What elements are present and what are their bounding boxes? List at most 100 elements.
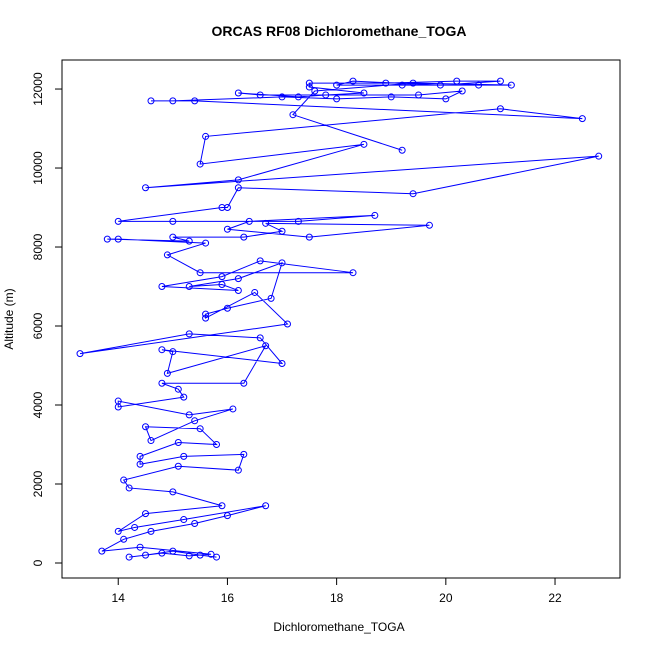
data-point xyxy=(595,152,603,160)
data-point xyxy=(496,105,504,113)
data-point xyxy=(496,77,504,85)
data-point xyxy=(98,547,106,555)
data-point xyxy=(256,257,264,265)
data-point xyxy=(234,466,242,474)
data-point xyxy=(234,184,242,192)
data-point xyxy=(245,217,253,225)
data-point xyxy=(333,95,341,103)
data-point xyxy=(169,488,177,496)
data-point xyxy=(131,523,139,531)
data-point xyxy=(267,294,275,302)
data-point xyxy=(185,552,193,560)
data-point xyxy=(442,95,450,103)
data-point xyxy=(76,350,84,358)
data-point xyxy=(333,81,341,89)
data-point xyxy=(169,217,177,225)
data-point xyxy=(382,79,390,87)
data-point xyxy=(114,527,122,535)
data-point xyxy=(147,97,155,105)
data-point xyxy=(213,553,221,561)
y-tick-label: 12000 xyxy=(31,72,45,106)
y-tick-label: 10000 xyxy=(31,151,45,185)
data-point xyxy=(185,330,193,338)
data-point xyxy=(578,115,586,123)
data-point xyxy=(305,83,313,91)
data-point xyxy=(191,417,199,425)
data-point xyxy=(191,97,199,105)
data-point xyxy=(142,423,150,431)
data-point xyxy=(289,111,297,119)
y-tick-label: 6000 xyxy=(31,312,45,339)
data-point xyxy=(196,160,204,168)
data-point xyxy=(169,97,177,105)
data-point xyxy=(322,91,330,99)
data-point xyxy=(207,550,215,558)
data-point xyxy=(147,527,155,535)
x-tick-label: 22 xyxy=(548,591,562,605)
data-point xyxy=(136,543,144,551)
data-point xyxy=(458,87,466,95)
chart-title: ORCAS RF08 Dichloromethane_TOGA xyxy=(212,23,467,39)
data-point xyxy=(294,217,302,225)
data-point xyxy=(202,239,210,247)
data-point xyxy=(262,502,270,510)
x-axis-label: Dichloromethane_TOGA xyxy=(273,620,404,634)
y-tick-label: 0 xyxy=(31,559,45,566)
y-axis-label: Altitude (m) xyxy=(2,288,16,349)
data-point xyxy=(256,91,264,99)
data-point xyxy=(507,81,515,89)
data-line xyxy=(79,80,599,558)
data-point xyxy=(425,221,433,229)
data-point xyxy=(169,233,177,241)
data-point xyxy=(196,425,204,433)
data-point xyxy=(398,146,406,154)
data-point xyxy=(114,217,122,225)
data-point xyxy=(158,549,166,557)
data-point xyxy=(278,360,286,368)
data-point xyxy=(125,553,133,561)
data-point xyxy=(213,441,221,449)
data-point xyxy=(174,439,182,447)
data-point xyxy=(180,452,188,460)
data-point xyxy=(223,304,231,312)
data-point xyxy=(240,450,248,458)
data-point xyxy=(163,369,171,377)
data-point xyxy=(360,140,368,148)
x-tick-label: 16 xyxy=(221,591,235,605)
data-point xyxy=(180,516,188,524)
data-point xyxy=(223,204,231,212)
data-point xyxy=(120,535,128,543)
data-point xyxy=(387,93,395,101)
data-point xyxy=(311,87,319,95)
data-point xyxy=(158,379,166,387)
data-point xyxy=(349,77,357,85)
data-point xyxy=(114,235,122,243)
data-point xyxy=(240,233,248,241)
data-point xyxy=(174,385,182,393)
data-point xyxy=(262,342,270,350)
data-point xyxy=(202,314,210,322)
data-point xyxy=(158,283,166,291)
data-point xyxy=(234,89,242,97)
data-point xyxy=(278,227,286,235)
data-point xyxy=(294,93,302,101)
data-point xyxy=(196,551,204,559)
data-point xyxy=(185,283,193,291)
data-point xyxy=(349,269,357,277)
data-point xyxy=(223,225,231,233)
data-point xyxy=(234,176,242,184)
data-point xyxy=(136,452,144,460)
data-point xyxy=(180,393,188,401)
data-point xyxy=(475,81,483,89)
data-point xyxy=(223,512,231,520)
plot-frame xyxy=(61,59,621,579)
x-tick-label: 20 xyxy=(439,591,453,605)
data-point xyxy=(262,219,270,227)
data-point xyxy=(191,519,199,527)
data-point xyxy=(305,233,313,241)
data-point xyxy=(202,132,210,140)
data-point xyxy=(163,251,171,259)
data-point xyxy=(278,259,286,267)
